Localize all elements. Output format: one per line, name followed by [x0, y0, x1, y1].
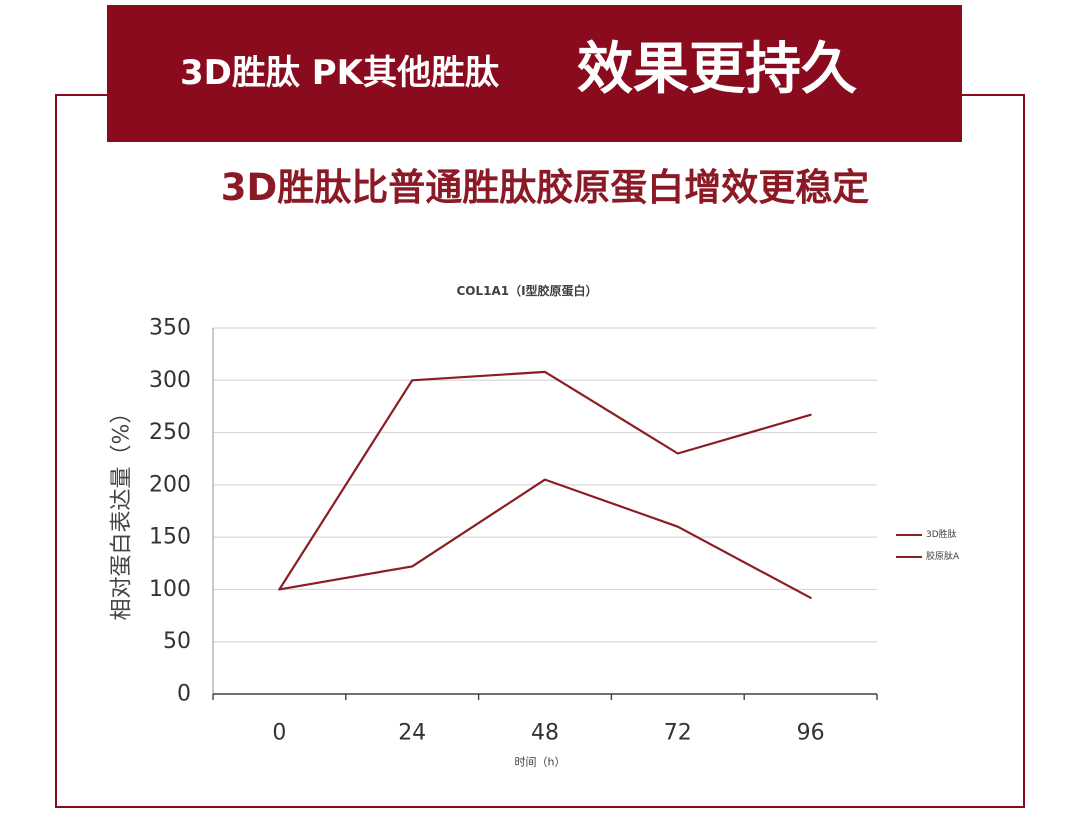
- x-axis-label: 时间（h）: [515, 756, 566, 769]
- banner-lead-text: 3D胜肽 PK其他胜肽: [180, 53, 499, 93]
- x-tick-label: 72: [664, 721, 692, 746]
- chart-subtitle: 3D胜肽比普通胜肽胶原蛋白增效更稳定: [220, 166, 870, 209]
- y-axis-label: 相对蛋白表达量（%）: [110, 402, 135, 621]
- chart-title: COL1A1（I型胶原蛋白）: [456, 283, 597, 298]
- x-tick-label: 0: [272, 721, 286, 746]
- axes: [212, 328, 878, 700]
- series-lines: [278, 370, 812, 599]
- y-tick-label: 300: [149, 368, 191, 393]
- y-tick-labels: 0 50 100 150 200 250 300 350: [149, 316, 191, 707]
- y-tick-label: 200: [149, 472, 191, 497]
- legend-label: 胶原肽A: [926, 550, 960, 562]
- y-tick-label: 0: [177, 682, 191, 707]
- header-banner: 3D胜肽 PK其他胜肽 效果更持久: [107, 5, 962, 142]
- banner-headline-text: 效果更持久: [577, 37, 857, 102]
- x-tick-label: 24: [398, 721, 426, 746]
- y-tick-label: 100: [149, 577, 191, 602]
- y-tick-label: 350: [149, 316, 191, 341]
- y-tick-label: 50: [163, 629, 191, 654]
- series-line-1: [278, 370, 812, 591]
- x-tick-label: 96: [797, 721, 825, 746]
- y-tick-label: 150: [149, 525, 191, 550]
- series-line-2: [278, 478, 812, 599]
- x-tick-labels: 0 24 48 72 96: [272, 721, 824, 746]
- x-tick-label: 48: [531, 721, 559, 746]
- gridlines: [213, 327, 877, 643]
- legend-label: 3D胜肽: [926, 528, 957, 540]
- y-tick-label: 250: [149, 420, 191, 445]
